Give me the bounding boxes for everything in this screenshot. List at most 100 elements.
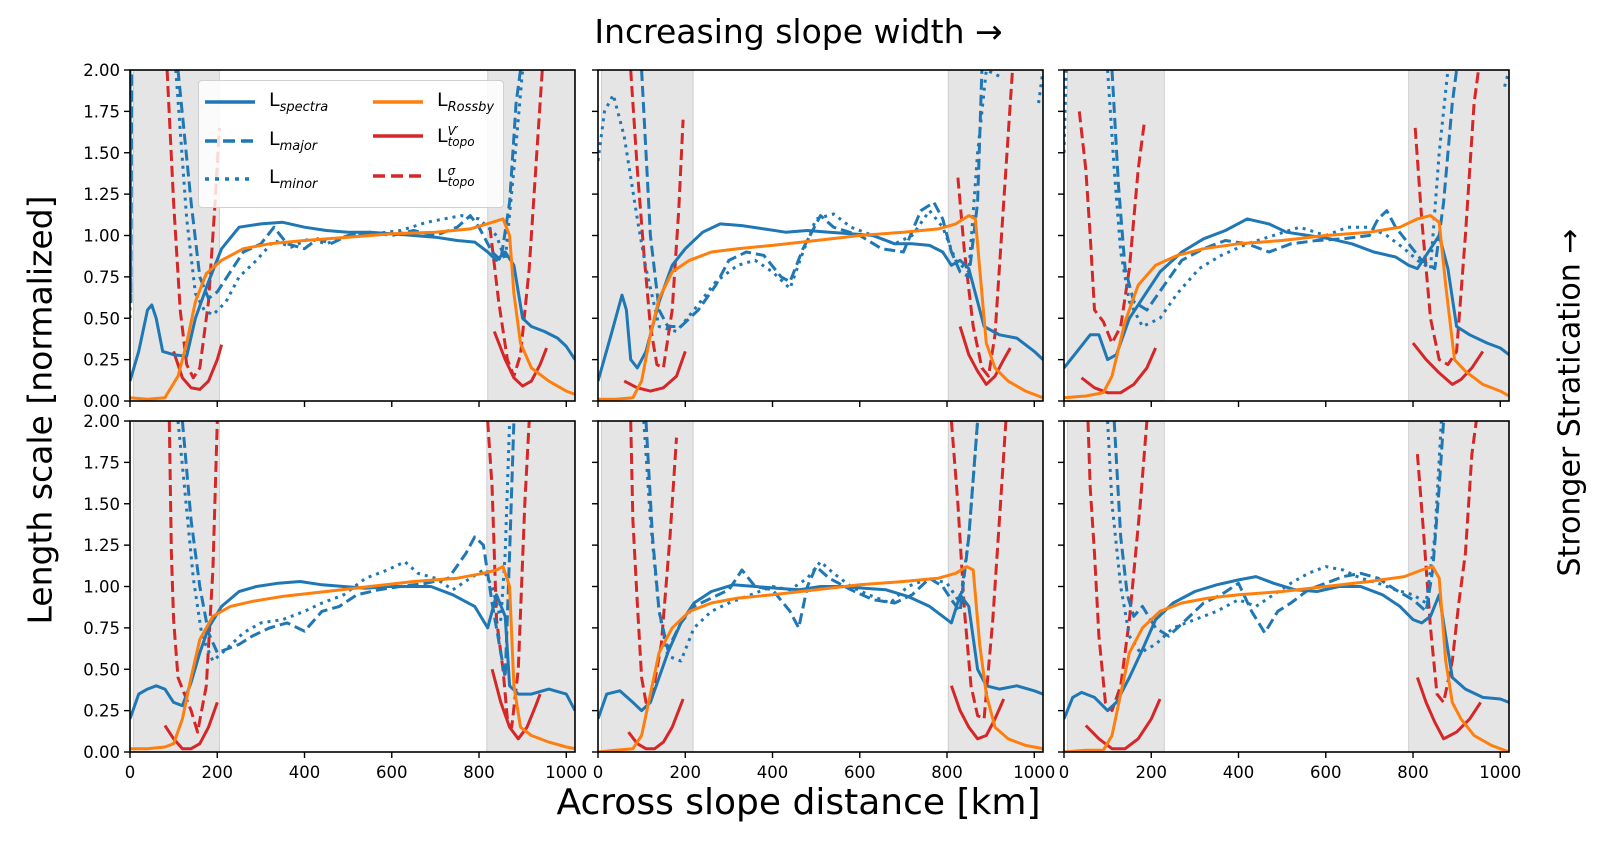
legend-item-major: Lmajor bbox=[205, 128, 317, 154]
y-tick-label: 1.75 bbox=[83, 102, 120, 121]
legend-label-rossby: LRossby bbox=[437, 89, 495, 115]
y-tick-label: 1.50 bbox=[83, 144, 120, 163]
y-tick-label: 0.75 bbox=[83, 268, 120, 287]
series-group bbox=[1064, 421, 1509, 752]
series-line-major bbox=[644, 421, 980, 651]
legend-item-topo-v: L V′ topo bbox=[373, 125, 475, 148]
legend-label-minor: Lminor bbox=[269, 166, 318, 192]
shaded-region bbox=[1408, 420, 1510, 753]
x-tick-label: 800 bbox=[931, 763, 963, 782]
y-tick-label: 2.00 bbox=[83, 61, 120, 80]
series-line-major bbox=[1112, 421, 1446, 638]
series-line-major bbox=[1110, 70, 1459, 312]
panel-1-2: 0 200 400 600 800 1000 bbox=[1058, 420, 1521, 782]
legend-line-major bbox=[205, 139, 255, 143]
y-tick-label: 1.25 bbox=[83, 185, 120, 204]
figure-suptitle: Increasing slope width → bbox=[594, 12, 1003, 51]
y-tick-label: 0.50 bbox=[83, 660, 120, 679]
legend-label-topo-v: L V′ topo bbox=[437, 123, 475, 149]
series-line-rossby bbox=[598, 214, 1043, 401]
series-group bbox=[1064, 70, 1509, 400]
x-tick-label: 400 bbox=[757, 763, 789, 782]
series-line-topoV bbox=[163, 668, 542, 751]
series-line-topoV bbox=[1080, 342, 1485, 395]
series-line-topoSigma bbox=[1077, 70, 1480, 367]
series-group bbox=[130, 421, 575, 751]
y-tick-label: 1.00 bbox=[83, 227, 120, 246]
legend-line-topo-v bbox=[373, 134, 423, 138]
series-line-rossby bbox=[598, 565, 1043, 752]
series-line-topoV bbox=[623, 326, 1012, 393]
shaded-region bbox=[132, 420, 220, 753]
legend-label-major: Lmajor bbox=[269, 128, 318, 154]
series-line-spectra bbox=[130, 220, 575, 382]
x-tick-label: 200 bbox=[1136, 763, 1168, 782]
y-tick-label: 0.00 bbox=[83, 392, 120, 411]
x-tick-label: 600 bbox=[376, 763, 408, 782]
y-tick-label: 1.50 bbox=[83, 495, 120, 514]
y-tick-label: 1.00 bbox=[83, 578, 120, 597]
series-line-topoSigma bbox=[165, 70, 544, 380]
series-line-rossby bbox=[1064, 214, 1509, 400]
series-line-minor bbox=[642, 421, 980, 663]
legend-line-minor bbox=[205, 177, 255, 181]
series-line-minor bbox=[176, 421, 512, 663]
series-line-minor bbox=[598, 70, 1043, 333]
y-tick-label: 0.50 bbox=[83, 309, 120, 328]
series-line-topoV bbox=[1084, 677, 1482, 751]
y-tick-label: 0.00 bbox=[83, 743, 120, 762]
legend-label-spectra: Lspectra bbox=[269, 89, 329, 115]
x-tick-label: 0 bbox=[593, 763, 604, 782]
x-tick-label: 200 bbox=[670, 763, 702, 782]
series-line-rossby bbox=[1064, 565, 1509, 752]
series-line-topoSigma bbox=[629, 421, 1008, 721]
x-axis-label: Across slope distance [km] bbox=[556, 782, 1041, 823]
x-tick-label: 0 bbox=[1059, 763, 1070, 782]
y-axis-label: Length scale [normalized] bbox=[20, 195, 60, 625]
series-line-topoV bbox=[172, 330, 548, 391]
x-tick-label: 400 bbox=[1223, 763, 1255, 782]
legend-item-minor: Lminor bbox=[205, 166, 317, 192]
series-group bbox=[598, 421, 1043, 752]
x-tick-label: 600 bbox=[844, 763, 876, 782]
panel-1-1: 0 200 400 600 800 1000 bbox=[592, 420, 1055, 782]
y-tick-label: 0.25 bbox=[83, 351, 120, 370]
legend-line-topo-sigma bbox=[373, 174, 423, 178]
x-tick-label: 200 bbox=[202, 763, 234, 782]
series-line-spectra bbox=[1064, 217, 1509, 369]
legend-line-spectra bbox=[205, 100, 255, 104]
x-tick-label: 1000 bbox=[1479, 763, 1521, 782]
series-line-rossby bbox=[130, 217, 575, 401]
panel-0-1 bbox=[592, 69, 1044, 407]
series-line-major bbox=[180, 421, 516, 679]
legend-line-rossby bbox=[373, 100, 423, 104]
series-group bbox=[598, 70, 1043, 401]
x-tick-label: 1000 bbox=[545, 763, 587, 782]
legend-item-spectra: Lspectra bbox=[205, 89, 328, 115]
y-tick-label: 1.25 bbox=[83, 536, 120, 555]
y-tick-label: 0.75 bbox=[83, 619, 120, 638]
legend-item-rossby: LRossby bbox=[373, 89, 494, 115]
x-tick-label: 0 bbox=[125, 763, 136, 782]
y-tick-label: 1.75 bbox=[83, 453, 120, 472]
right-row-label: Stronger Stratication → bbox=[1552, 228, 1588, 577]
x-tick-label: 800 bbox=[463, 763, 495, 782]
series-line-spectra bbox=[598, 222, 1043, 382]
series-line-rossby bbox=[130, 565, 575, 751]
series-line-minor bbox=[1106, 421, 1443, 655]
x-tick-label: 800 bbox=[1397, 763, 1429, 782]
y-tick-label: 0.25 bbox=[83, 702, 120, 721]
y-tick-label: 2.00 bbox=[83, 412, 120, 431]
panel-0-2 bbox=[1058, 69, 1510, 407]
series-line-spectra bbox=[130, 580, 575, 720]
x-tick-label: 600 bbox=[1310, 763, 1342, 782]
panel-1-0: 0.00 0.25 0.50 0.75 1.00 1.25 1.50 1.75 2.00 0 200… bbox=[83, 412, 587, 782]
shaded-region bbox=[1408, 69, 1510, 402]
x-tick-label: 1000 bbox=[1013, 763, 1055, 782]
legend: Lspectra Lmajor Lminor LRossby L V′ topo L… bbox=[198, 80, 504, 208]
x-tick-label: 400 bbox=[289, 763, 321, 782]
series-line-spectra bbox=[598, 583, 1043, 720]
